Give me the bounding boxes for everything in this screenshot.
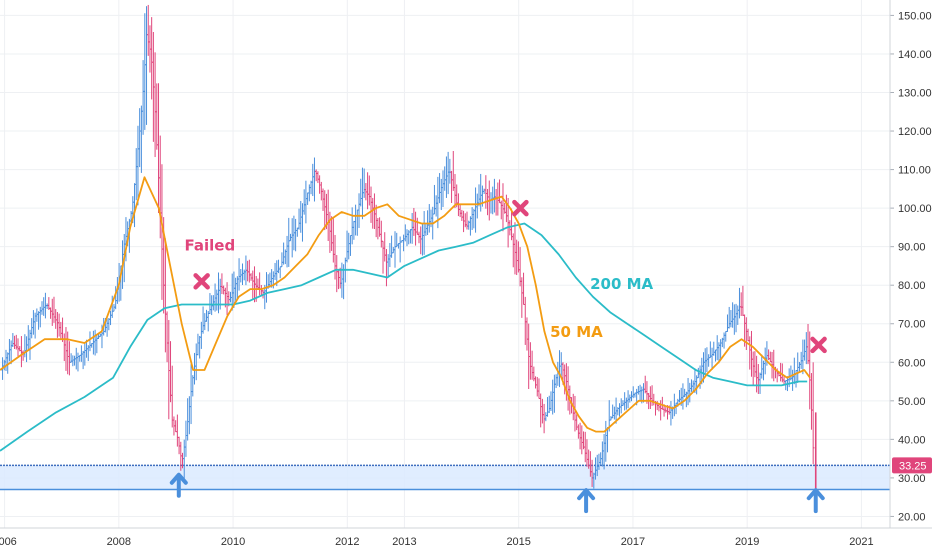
- x-tick-label: 2012: [335, 536, 359, 548]
- x-mark-icon: [810, 336, 827, 354]
- y-tick-label: 110.00: [898, 165, 931, 177]
- x-tick-label: 2019: [735, 536, 759, 548]
- x-mark-icon: [512, 199, 529, 217]
- x-mark-icon: [193, 273, 210, 290]
- y-tick-label: 140.00: [898, 49, 932, 61]
- price-candles: [1, 4, 817, 490]
- last-price-badge: 33.25: [892, 457, 932, 474]
- last-price-badge-bg: [892, 457, 932, 474]
- y-tick-label: 80.00: [898, 280, 926, 292]
- ma50-label: 50 MA: [550, 323, 603, 341]
- up-arrow-icon: [169, 472, 188, 498]
- support-zone: [0, 464, 890, 491]
- y-tick-label: 30.00: [898, 473, 926, 485]
- x-tick-label: 2006: [0, 536, 17, 548]
- y-tick-label: 130.00: [898, 87, 932, 99]
- ma200-line: [0, 222, 808, 452]
- y-tick-label: 70.00: [898, 319, 926, 331]
- up-arrow-icon: [577, 488, 596, 514]
- y-tick-label: 120.00: [898, 126, 932, 138]
- up-arrow-head: [806, 488, 825, 501]
- x-tick-label: 2013: [392, 536, 416, 548]
- x-tick-label: 2008: [107, 536, 131, 548]
- up-arrow-icon: [806, 488, 825, 514]
- y-tick-label: 90.00: [898, 242, 926, 254]
- up-arrow-head: [169, 472, 188, 485]
- ma200-label: 200 MA: [590, 275, 653, 293]
- y-tick-label: 20.00: [898, 511, 926, 523]
- x-tick-label: 2010: [221, 536, 245, 548]
- grid: [0, 0, 890, 528]
- ma50-line: [0, 176, 811, 433]
- y-tick-label: 100.00: [898, 203, 932, 215]
- y-tick-label: 50.00: [898, 396, 926, 408]
- y-tick-label: 40.00: [898, 434, 926, 446]
- last-price-value: 33.25: [899, 460, 927, 472]
- x-tick-label: 2021: [849, 536, 873, 548]
- x-mark-stroke: [810, 336, 827, 354]
- annotations: Failed 50 MA 200 MA: [169, 199, 827, 514]
- support-zone-band: [0, 465, 890, 490]
- failed-annotation: Failed: [185, 237, 236, 255]
- y-tick-label: 60.00: [898, 357, 926, 369]
- y-tick-label: 150.00: [898, 10, 932, 22]
- moving-averages: [0, 176, 811, 452]
- x-mark-stroke: [193, 273, 210, 290]
- up-arrow-head: [577, 488, 596, 501]
- x-mark-stroke: [512, 199, 529, 217]
- x-tick-label: 2015: [506, 536, 530, 548]
- x-tick-label: 2017: [621, 536, 645, 548]
